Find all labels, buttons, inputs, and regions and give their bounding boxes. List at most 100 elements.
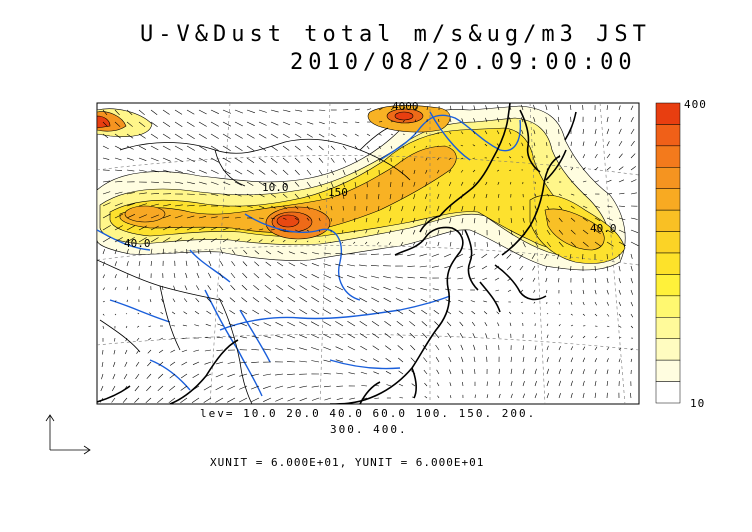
wind-vector xyxy=(485,333,488,339)
wind-vector xyxy=(594,301,597,306)
wind-vector xyxy=(299,273,308,279)
wind-vector xyxy=(520,289,524,293)
wind-vector xyxy=(306,133,313,138)
wind-vector xyxy=(330,193,333,199)
wind-vector xyxy=(251,335,260,339)
wind-vector xyxy=(373,384,380,387)
wind-vector xyxy=(186,169,196,174)
wind-vector xyxy=(171,325,176,327)
wind-vector xyxy=(210,157,219,163)
wind-vector xyxy=(497,333,500,339)
wind-vector xyxy=(496,311,500,315)
wind-vector xyxy=(557,116,560,123)
wind-vector xyxy=(354,169,357,175)
wind-vector xyxy=(227,385,236,390)
wind-vector xyxy=(203,397,212,403)
wind-vector xyxy=(265,250,272,255)
wind-vector xyxy=(630,392,632,399)
wind-vector xyxy=(353,241,356,244)
wind-vector xyxy=(336,372,344,375)
wind-vector xyxy=(534,217,538,223)
wind-vector xyxy=(366,108,372,111)
wind-vector xyxy=(186,121,195,127)
wind-vector xyxy=(606,380,609,387)
wind-vector xyxy=(318,133,325,138)
wind-vector xyxy=(546,193,550,197)
wind-vector xyxy=(138,214,148,219)
wind-vector xyxy=(306,205,310,210)
wind-vector xyxy=(630,153,636,159)
wind-vector xyxy=(398,370,404,375)
wind-vector xyxy=(448,169,452,174)
wind-vector xyxy=(461,193,464,199)
wind-vector xyxy=(150,260,152,267)
wind-vector xyxy=(274,373,284,376)
wind-vector xyxy=(570,380,573,387)
wind-vector xyxy=(246,205,253,208)
wind-vector xyxy=(425,181,428,187)
wind-vector xyxy=(594,241,602,247)
wind-vector xyxy=(474,394,476,399)
wind-vector xyxy=(170,349,176,353)
wind-vector xyxy=(335,359,344,363)
wind-vector xyxy=(630,140,635,147)
wind-vector xyxy=(450,395,452,399)
wind-vector xyxy=(299,360,308,363)
wind-vector xyxy=(472,333,476,339)
wind-vector xyxy=(196,272,200,279)
wind-vector xyxy=(558,334,561,339)
wind-vector xyxy=(358,286,368,291)
wind-vector xyxy=(594,166,599,171)
wind-vector xyxy=(258,157,266,164)
wind-vector xyxy=(546,217,550,223)
wind-vector xyxy=(407,276,416,279)
wind-vector xyxy=(582,241,589,247)
wind-vector xyxy=(125,337,128,342)
wind-vector xyxy=(594,289,597,295)
wind-vector xyxy=(102,191,111,195)
wind-vector xyxy=(408,298,416,303)
wind-vector xyxy=(582,154,586,159)
wind-vector xyxy=(461,356,464,363)
wind-vector xyxy=(459,321,464,327)
wind-vector xyxy=(432,288,440,291)
wind-vector xyxy=(114,261,117,267)
wind-vector xyxy=(294,169,300,176)
wind-vector xyxy=(137,325,140,328)
wind-vector xyxy=(138,133,146,139)
wind-vector xyxy=(472,144,476,147)
wind-vector xyxy=(618,166,624,171)
wind-vector xyxy=(149,312,152,315)
wind-vector xyxy=(557,104,560,111)
wind-vector xyxy=(170,337,176,340)
wind-vector xyxy=(126,286,129,291)
wind-vector xyxy=(509,169,512,171)
wind-vector xyxy=(410,344,416,351)
wind-vector xyxy=(306,169,312,176)
wind-vector xyxy=(558,380,561,387)
wind-vector xyxy=(126,133,134,139)
wind-vector xyxy=(507,277,512,282)
wind-vector xyxy=(180,397,188,404)
wind-vector xyxy=(558,357,561,363)
wind-vector xyxy=(194,324,200,327)
wind-vector xyxy=(371,320,380,327)
wind-vector xyxy=(498,381,501,387)
wind-vector xyxy=(229,297,236,303)
wind-vector xyxy=(335,333,344,339)
wind-vector xyxy=(294,157,301,164)
wind-vector xyxy=(570,181,574,183)
wind-vector xyxy=(246,169,254,175)
wind-vector xyxy=(287,285,296,291)
wind-vector xyxy=(234,157,243,163)
wind-vector xyxy=(533,104,536,111)
wind-vector xyxy=(469,277,476,280)
wind-vector xyxy=(460,144,464,147)
wind-vector xyxy=(373,371,380,375)
wind-vector xyxy=(582,229,589,235)
wind-vector xyxy=(126,121,133,127)
wind-vector xyxy=(186,237,194,243)
wind-vector xyxy=(335,346,344,351)
wind-vector xyxy=(618,313,622,317)
wind-vector xyxy=(210,145,219,151)
